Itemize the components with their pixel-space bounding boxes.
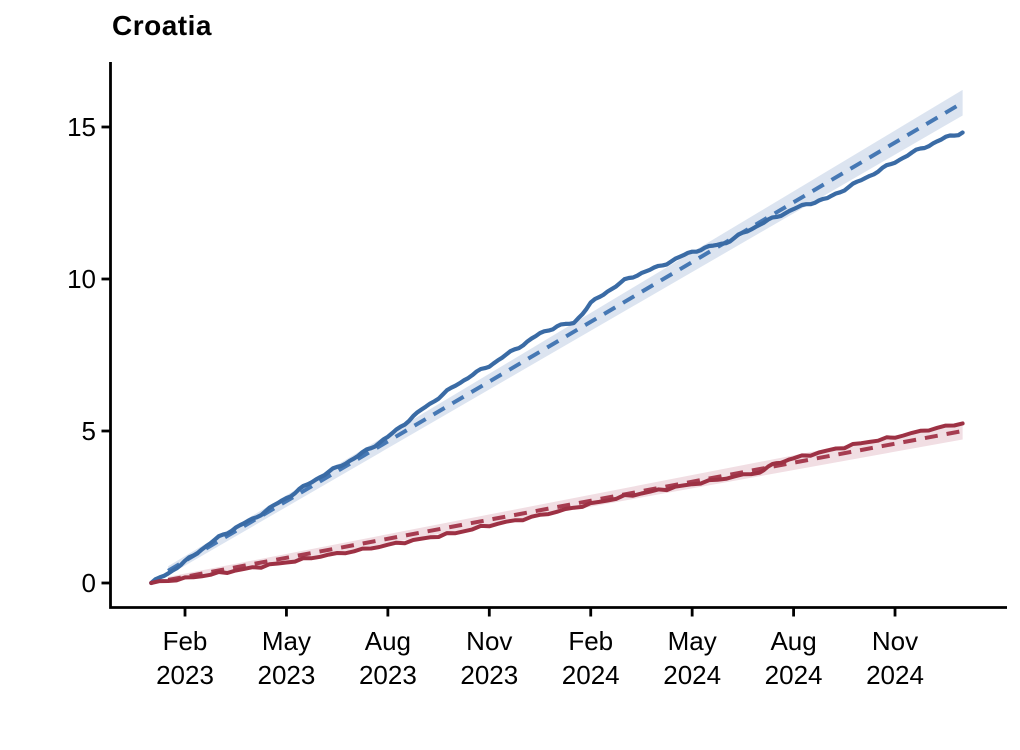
red-observed-solid [149, 421, 965, 585]
x-tick-label-year: 2024 [663, 660, 721, 690]
x-tick-label-year: 2024 [866, 660, 924, 690]
y-tick-label: 0 [82, 568, 96, 598]
x-tick-label-month: Aug [770, 626, 816, 656]
axis-spines [109, 62, 1007, 609]
x-tick-label-month: May [262, 626, 311, 656]
x-tick-label-month: Nov [466, 626, 512, 656]
x-tick-label-year: 2023 [359, 660, 417, 690]
x-tick-label-month: May [668, 626, 717, 656]
x-tick-label-month: Feb [568, 626, 613, 656]
x-tick-label-month: Feb [163, 626, 208, 656]
y-tick-label: 5 [82, 416, 96, 446]
chart-title: Croatia [112, 10, 212, 41]
x-tick-label-year: 2024 [562, 660, 620, 690]
x-tick-label-year: 2023 [156, 660, 214, 690]
x-tick-label-year: 2023 [258, 660, 316, 690]
x-tick-label-year: 2024 [765, 660, 823, 690]
x-tick-label-month: Aug [365, 626, 411, 656]
red-trend-dashed [167, 429, 964, 582]
blue-observed-solid [149, 130, 965, 586]
y-tick-label: 15 [67, 112, 96, 142]
x-tick-label-month: Nov [872, 626, 918, 656]
x-tick-label-year: 2023 [460, 660, 518, 690]
y-tick-label: 10 [67, 264, 96, 294]
